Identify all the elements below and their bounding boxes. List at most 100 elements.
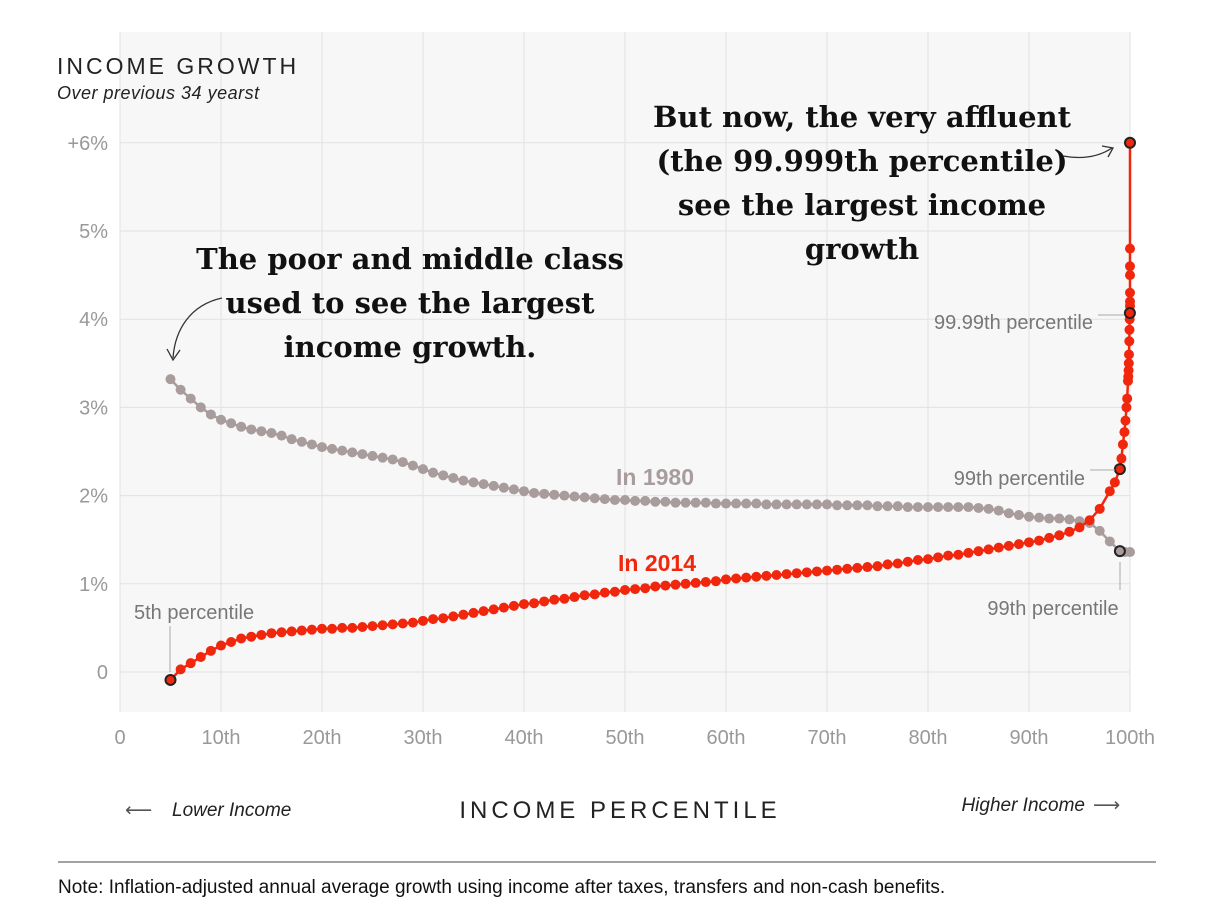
annotation-right-arrow xyxy=(1062,147,1113,159)
data-point xyxy=(1104,486,1115,497)
data-point xyxy=(1054,530,1065,541)
data-point xyxy=(296,436,307,447)
data-point xyxy=(983,503,994,514)
data-point xyxy=(306,624,317,635)
data-point xyxy=(226,418,237,429)
data-point xyxy=(1094,503,1105,514)
data-point xyxy=(458,475,469,486)
data-point xyxy=(1125,287,1135,298)
data-point xyxy=(1024,537,1034,548)
data-point xyxy=(559,593,570,604)
data-point xyxy=(216,414,226,425)
data-point xyxy=(428,467,439,478)
annotation-left-line-3: income growth. xyxy=(284,330,537,364)
data-point xyxy=(741,572,752,583)
data-point xyxy=(589,589,600,600)
data-point xyxy=(731,573,742,584)
data-point xyxy=(458,609,469,620)
data-point xyxy=(418,615,428,626)
x-axis-title: INCOME PERCENTILE xyxy=(459,797,780,824)
data-point xyxy=(488,604,499,615)
data-point xyxy=(1013,510,1024,521)
data-point xyxy=(872,561,883,572)
annotation-left-arrow xyxy=(172,297,223,359)
data-point xyxy=(933,552,944,563)
data-point xyxy=(1125,243,1135,254)
data-point xyxy=(246,631,257,642)
data-point xyxy=(165,374,176,385)
data-point xyxy=(508,600,519,611)
data-point xyxy=(226,637,237,648)
data-point xyxy=(822,499,832,510)
data-point xyxy=(1003,540,1014,551)
data-point xyxy=(781,569,792,580)
data-point xyxy=(1122,393,1133,404)
data-point xyxy=(852,562,863,573)
data-point xyxy=(216,640,226,651)
data-point xyxy=(579,492,590,503)
y-tick-label: 0 xyxy=(97,662,108,684)
data-point xyxy=(973,546,984,557)
data-point xyxy=(761,499,772,510)
data-point xyxy=(690,577,701,588)
x-tick-label: 100th xyxy=(1105,727,1155,749)
data-point xyxy=(387,454,398,465)
data-point xyxy=(599,587,610,598)
data-point xyxy=(519,599,529,610)
annotation-right-line-1: But now, the very affluent xyxy=(653,100,1072,134)
higher-income-label: Higher Income xyxy=(961,795,1085,816)
data-point xyxy=(256,426,267,437)
highlight-point xyxy=(1113,545,1126,558)
series-label-2014: In 2014 xyxy=(618,550,696,576)
data-point xyxy=(620,584,630,595)
data-point xyxy=(1064,526,1075,537)
data-point xyxy=(993,542,1004,553)
data-point xyxy=(195,402,206,413)
data-point xyxy=(983,544,994,555)
data-point xyxy=(771,569,782,580)
data-point xyxy=(1104,536,1115,547)
data-point xyxy=(1125,296,1135,307)
highlight-point xyxy=(1124,136,1136,149)
data-point xyxy=(205,409,216,420)
data-point xyxy=(498,482,509,493)
data-point xyxy=(478,606,489,617)
data-point xyxy=(1109,477,1120,488)
x-tick-label: 0 xyxy=(114,727,125,749)
data-point xyxy=(337,622,348,633)
data-point xyxy=(246,424,257,435)
label-5th-percentile: 5th percentile xyxy=(134,602,254,624)
data-point xyxy=(630,495,641,506)
data-point xyxy=(1024,511,1034,522)
data-point xyxy=(589,493,600,504)
data-point xyxy=(1119,427,1130,438)
data-point xyxy=(670,579,681,590)
data-point xyxy=(367,450,378,461)
annotation-left-line-1: The poor and middle class xyxy=(196,242,624,276)
data-point xyxy=(337,445,348,456)
data-point xyxy=(640,583,651,594)
data-point xyxy=(508,484,519,495)
data-point xyxy=(1123,358,1134,369)
data-point xyxy=(801,499,812,510)
data-point xyxy=(1003,508,1014,519)
data-point xyxy=(549,489,560,500)
data-point xyxy=(741,498,752,509)
data-point xyxy=(842,563,853,574)
data-point xyxy=(175,384,186,395)
data-point xyxy=(529,598,540,609)
annotation-right-line-4: growth xyxy=(805,232,919,266)
data-point xyxy=(963,502,974,513)
highlight-point xyxy=(1113,463,1126,476)
data-point xyxy=(660,580,671,591)
data-point xyxy=(902,502,913,513)
series-1980 xyxy=(165,374,1135,558)
annotation-right-line-2: (the 99.999th percentile) xyxy=(656,144,1067,178)
data-point xyxy=(751,571,762,582)
data-point xyxy=(912,554,923,565)
data-point xyxy=(801,567,812,578)
y-tick-label: 4% xyxy=(79,309,108,331)
data-point xyxy=(317,623,327,634)
data-point xyxy=(680,578,691,589)
